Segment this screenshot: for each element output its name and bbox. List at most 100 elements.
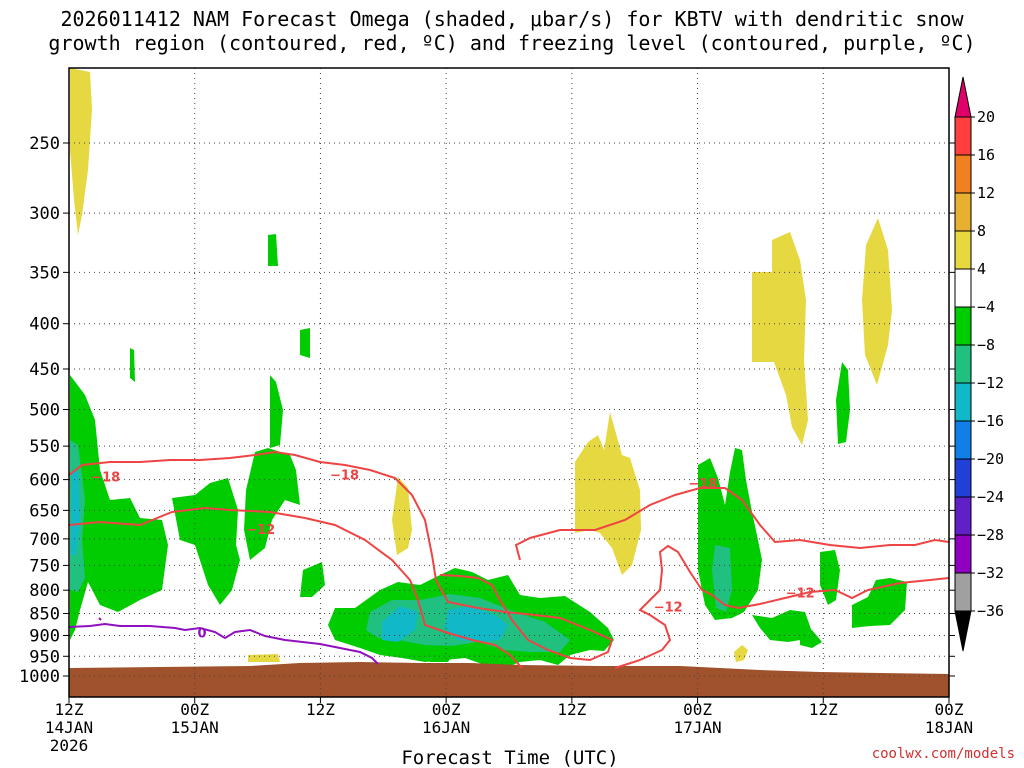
omega-green-region — [244, 448, 300, 560]
y-tick-label: 300 — [29, 204, 60, 224]
dgz-contour-minus12 — [69, 506, 523, 669]
contour-label: −18 — [91, 470, 120, 485]
omega-green-region — [800, 630, 822, 648]
colorbar-segment — [954, 306, 972, 346]
x-tick-label: 00Z — [683, 700, 712, 719]
omega-green-region — [425, 648, 455, 662]
y-tick-label: 400 — [29, 315, 60, 335]
omega-green-region — [130, 348, 135, 382]
omega-yellow-region — [862, 218, 892, 385]
ground-surface — [69, 662, 949, 697]
x-tick-label: 00Z — [935, 700, 964, 719]
x-tick-label: 15JAN — [171, 718, 219, 737]
contour-label: 0 — [198, 626, 207, 641]
y-tick-label: 350 — [29, 263, 60, 283]
x-tick-label: 12Z — [55, 700, 84, 719]
y-tick-label: 900 — [29, 626, 60, 646]
omega-shading — [70, 68, 907, 668]
omega-green-region — [300, 562, 325, 597]
omega-green-region — [852, 578, 907, 628]
contour-labels: −18 −18 −12 −18 −12 −12 0 — [91, 468, 815, 641]
x-tick-label: 12Z — [306, 700, 335, 719]
colorbar-segment — [954, 382, 972, 422]
x-tick-label: 2026 — [50, 736, 89, 755]
x-tick-label: 18JAN — [925, 718, 973, 737]
omega-green-region — [270, 375, 283, 448]
freezing-contour-0 — [69, 622, 379, 665]
omega-green-region — [268, 234, 278, 266]
colorbar-label: −12 — [977, 374, 1004, 392]
colorbar-label: 16 — [977, 146, 995, 164]
colorbar-segment — [954, 458, 972, 498]
omega-yellow-region — [70, 68, 92, 235]
omega-cyan-region — [445, 606, 508, 642]
y-tick-label: 650 — [29, 501, 60, 521]
colorbar-segment — [954, 344, 972, 384]
y-tick-label: 750 — [29, 556, 60, 576]
chart-title-line2: growth region (contoured, red, ºC) and f… — [48, 31, 976, 55]
colorbar-label: 4 — [977, 260, 986, 278]
colorbar-label: −8 — [977, 336, 995, 354]
omega-yellow-region — [392, 477, 412, 555]
x-axis-title: Forecast Time (UTC) — [401, 747, 618, 768]
watermark: coolwx.com/models — [872, 746, 1015, 762]
y-tick-label: 850 — [29, 605, 60, 625]
y-axis: 2503003504004505005506006507007508008509… — [19, 134, 955, 687]
colorbar-label: −28 — [977, 526, 1004, 544]
colorbar-segment — [954, 268, 972, 308]
contour-label: −18 — [688, 477, 717, 492]
x-tick-label: 12Z — [557, 700, 586, 719]
contour-label: −12 — [786, 587, 815, 602]
colorbar-segment — [954, 572, 972, 612]
omega-green-region — [300, 328, 310, 358]
omega-green-region — [836, 362, 850, 444]
x-tick-label: 17JAN — [673, 718, 721, 737]
omega-cyan-region — [382, 606, 418, 642]
contour-label: −18 — [330, 468, 359, 483]
colorbar-segment — [954, 230, 972, 270]
omega-yellow-region — [734, 645, 748, 662]
colorbar-label: 20 — [977, 108, 995, 126]
colorbar-label: −24 — [977, 488, 1004, 506]
colorbar-label: −20 — [977, 450, 1004, 468]
omega-yellow-region — [575, 412, 641, 575]
omega-yellow-region — [752, 232, 808, 445]
contour-label: −12 — [246, 523, 275, 538]
colorbar: 20 16 12 8 4 −4 −8 −12 −16 −20 −24 −28 −32 −36 — [954, 76, 1004, 652]
colorbar-label: −16 — [977, 412, 1004, 430]
plot-frame — [68, 67, 950, 698]
y-tick-label: 450 — [29, 360, 60, 380]
omega-teal-region — [712, 545, 732, 612]
colorbar-segment — [954, 154, 972, 194]
colorbar-segment — [954, 534, 972, 574]
omega-green-region — [70, 375, 168, 640]
y-tick-label: 700 — [29, 530, 60, 550]
colorbar-label: 12 — [977, 184, 995, 202]
contours — [69, 450, 949, 669]
omega-green-region — [752, 610, 812, 642]
dgz-contour-minus12 — [614, 544, 949, 669]
dgz-contour-minus18 — [69, 450, 614, 662]
omega-yellow-region — [248, 654, 280, 662]
omega-cyan-region — [71, 470, 80, 555]
chart-title-line1: 2026011412 NAM Forecast Omega (shaded, μ… — [60, 7, 964, 31]
x-tick-label: 12Z — [809, 700, 838, 719]
colorbar-label: −32 — [977, 564, 1004, 582]
colorbar-bottom-arrow — [954, 610, 972, 652]
grid-lines — [69, 68, 949, 697]
colorbar-label: −36 — [977, 602, 1004, 620]
freezing-contour-0-dot — [98, 617, 102, 621]
x-tick-label: 00Z — [180, 700, 209, 719]
y-tick-label: 800 — [29, 581, 60, 601]
contour-label: −12 — [654, 601, 683, 616]
y-tick-label: 950 — [29, 647, 60, 667]
y-tick-label: 1000 — [19, 667, 60, 687]
x-tick-label: 14JAN — [45, 718, 93, 737]
colorbar-segment — [954, 496, 972, 536]
omega-green-region — [172, 478, 240, 605]
y-tick-label: 500 — [29, 401, 60, 421]
x-tick-label: 00Z — [432, 700, 461, 719]
y-tick-label: 550 — [29, 437, 60, 457]
